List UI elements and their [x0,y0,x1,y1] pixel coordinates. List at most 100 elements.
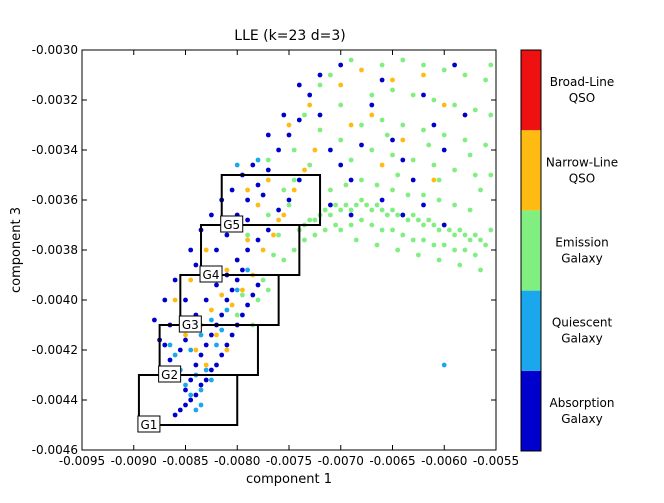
data-point [281,212,287,218]
data-point [229,332,235,338]
data-point [291,247,297,253]
data-point [410,212,416,218]
data-point [431,222,437,228]
data-point [359,122,364,128]
data-point [234,287,240,293]
data-point [229,302,235,308]
data-point [348,177,354,183]
data-point [224,297,230,303]
data-point [359,217,364,223]
data-point [384,132,390,138]
selection-boxes: G1 G2 G3 G4 G5 [137,174,322,433]
data-point [328,187,333,193]
data-point [177,407,183,413]
data-point [276,147,281,153]
data-point [379,227,385,233]
data-point [379,77,385,83]
data-point [183,332,188,338]
colorbar-segment [521,210,541,291]
data-point [359,142,364,148]
data-point [488,172,494,178]
data-point [209,307,214,313]
data-point [421,72,426,78]
data-point [353,202,359,208]
data-point [338,137,344,143]
data-point [421,192,426,198]
data-point [395,172,401,178]
data-point [276,217,281,223]
x-tick-label: -0.0095 [59,454,105,468]
data-point [245,217,251,223]
data-point [224,267,230,273]
data-point [219,352,225,358]
data-point [400,212,406,218]
data-point [452,202,457,208]
data-point [255,182,261,188]
box-label-g3: G3 [182,318,199,332]
data-point [426,142,432,148]
data-point [219,312,225,318]
x-axis-ticks: -0.0095 -0.0090 -0.0085 -0.0080 -0.0075 -0.00… [59,50,519,468]
data-point [452,232,457,238]
data-point [214,247,219,253]
y-tick-label: -0.0036 [32,193,78,207]
data-point [183,402,188,408]
data-point [203,362,209,368]
y-axis-label: component 3 [9,207,24,293]
data-point [265,287,271,293]
data-point [224,342,230,348]
data-point [203,342,209,348]
data-point [188,247,194,253]
data-point [400,122,406,128]
box-label-frame [220,215,244,233]
box-label-frame [199,265,223,283]
data-point [338,82,344,88]
data-point [307,162,313,168]
data-point [281,257,287,263]
data-point [467,237,473,243]
data-point [214,282,219,288]
data-point [379,117,385,123]
colorbar-label: Broad-Line [550,75,615,89]
data-point [436,197,442,203]
data-point [229,187,235,193]
data-point [462,137,468,143]
data-point [188,347,194,353]
colorbar-label: Galaxy [561,412,603,426]
data-point [245,197,251,203]
data-point [452,167,457,173]
data-point [400,232,406,238]
data-point [441,222,447,228]
data-point [312,232,318,238]
data-point [369,222,375,228]
data-point [338,102,344,108]
data-point [183,337,188,343]
data-point [441,362,447,368]
data-point [255,237,261,243]
data-point [359,197,364,203]
data-point [338,62,344,68]
data-point [234,257,240,263]
data-point [369,92,375,98]
data-point [395,247,401,253]
data-point [379,207,385,213]
data-point [488,227,494,233]
data-point [183,387,188,393]
y-tick-label: -0.0038 [32,243,78,257]
data-point [229,287,235,293]
data-point [188,392,194,398]
data-point [467,152,473,158]
data-point [390,137,395,143]
x-tick-label: -0.0080 [214,454,260,468]
data-point [240,312,245,318]
x-tick-label: -0.0075 [266,454,312,468]
data-point [240,287,245,293]
data-point [379,162,385,168]
data-point [250,292,256,298]
data-point [255,282,261,288]
data-point [172,352,178,358]
colorbar-label: Galaxy [561,252,603,266]
data-point [421,222,426,228]
data-point [364,202,369,208]
data-point [245,302,251,308]
